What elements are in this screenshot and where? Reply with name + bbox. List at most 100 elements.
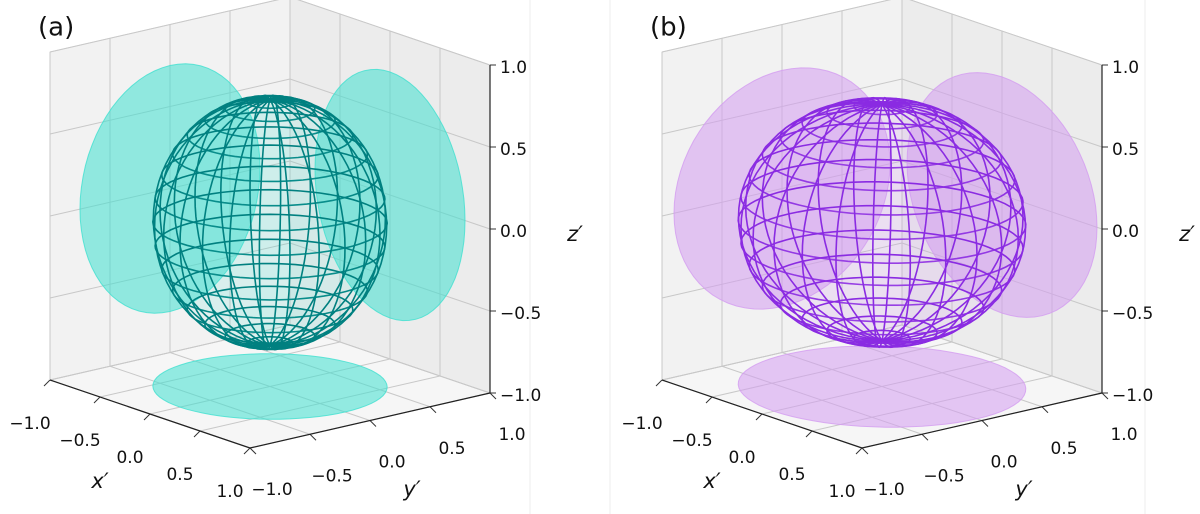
y-axis-label: y′ xyxy=(1014,477,1032,501)
y-tick-label: 0.0 xyxy=(378,453,405,473)
tick-mark xyxy=(805,430,813,438)
y-tick-label: −0.5 xyxy=(311,466,352,486)
y-tick-label: −1.0 xyxy=(863,480,904,500)
x-tick-label: −0.5 xyxy=(59,431,100,451)
wireframe-meridian xyxy=(871,104,883,349)
tick-mark xyxy=(1101,392,1109,400)
wireframe-meridian xyxy=(269,98,321,350)
x-tick-label: 0.5 xyxy=(778,465,805,485)
y-tick-label: −1.0 xyxy=(251,480,292,500)
wireframe-meridian xyxy=(761,101,883,342)
z-axis-label: z′ xyxy=(1178,222,1195,246)
tick-mark xyxy=(921,433,929,441)
z-axis-label: z′ xyxy=(566,222,583,246)
y-tick-label: −0.5 xyxy=(923,466,964,486)
wireframe-meridian xyxy=(162,98,271,348)
x-tick-label: 1.0 xyxy=(828,482,855,502)
wireframe-meridian xyxy=(881,103,1003,344)
wireframe-meridian xyxy=(269,94,282,346)
tick-mark xyxy=(93,396,101,404)
x-tick-label: −1.0 xyxy=(9,414,50,434)
y-tick-label: 1.0 xyxy=(498,425,525,445)
wireframe-meridian xyxy=(881,103,1020,343)
panel-label: (b) xyxy=(650,13,687,43)
grid-line xyxy=(661,0,892,53)
wireframe-meridian xyxy=(269,98,388,347)
y-tick-label: 1.0 xyxy=(1110,425,1137,445)
wireframe-meridian xyxy=(228,98,271,351)
wireframe-meridian xyxy=(201,98,271,350)
wireframe-meridian xyxy=(153,98,271,347)
tick-mark xyxy=(489,392,497,400)
wireframe-meridian xyxy=(881,97,929,342)
tick-mark xyxy=(429,406,437,414)
wireframe-meridian xyxy=(269,97,378,347)
tick-mark xyxy=(655,379,663,387)
x-tick-label: 0.5 xyxy=(166,465,193,485)
z-tick-label: 0.0 xyxy=(1112,222,1139,242)
grid-line xyxy=(49,0,280,53)
wireframe-meridian xyxy=(835,103,883,348)
wireframe-meridian xyxy=(881,96,893,341)
x-axis-label: x′ xyxy=(702,469,720,493)
wireframe-meridian xyxy=(258,99,271,351)
grid-line xyxy=(297,0,491,66)
axis-line xyxy=(49,379,251,449)
z-tick-label: −1.0 xyxy=(1112,386,1153,406)
x-tick-label: 1.0 xyxy=(216,482,243,502)
tick-mark xyxy=(193,430,201,438)
y-tick-label: 0.5 xyxy=(1050,439,1077,459)
tick-mark xyxy=(755,413,763,421)
wireframe-meridian xyxy=(744,102,883,342)
wireframe-meridian xyxy=(881,99,963,342)
tick-mark xyxy=(309,433,317,441)
axis-line xyxy=(861,392,1103,449)
wireframe-meridian xyxy=(159,98,271,347)
tick-mark xyxy=(243,447,251,455)
y-axis-label: y′ xyxy=(402,477,420,501)
projection xyxy=(737,345,1027,428)
z-tick-label: −0.5 xyxy=(500,304,541,324)
z-tick-label: −1.0 xyxy=(500,386,541,406)
wireframe-meridian xyxy=(773,103,883,344)
x-tick-label: −1.0 xyxy=(621,414,662,434)
x-tick-label: 0.0 xyxy=(116,448,143,468)
z-tick-label: 1.0 xyxy=(1112,58,1139,78)
z-tick-label: 1.0 xyxy=(500,58,527,78)
x-tick-label: 0.0 xyxy=(728,448,755,468)
y-tick-label: 0.5 xyxy=(438,439,465,459)
wireframe-meridian xyxy=(269,95,339,347)
tick-mark xyxy=(369,420,377,427)
wireframe-meridian xyxy=(881,103,947,348)
wireframe-meridian xyxy=(269,99,291,351)
tick-mark xyxy=(861,447,869,455)
tick-mark xyxy=(143,413,151,421)
z-tick-label: −0.5 xyxy=(1112,304,1153,324)
wireframe-meridian xyxy=(269,96,361,347)
z-tick-label: 0.0 xyxy=(500,222,527,242)
tick-mark xyxy=(249,447,257,455)
tick-mark xyxy=(855,447,863,455)
grid-line xyxy=(909,0,1103,66)
x-axis-label: x′ xyxy=(90,469,108,493)
wireframe-meridian xyxy=(881,103,912,349)
wireframe-meridian xyxy=(737,103,883,342)
tick-mark xyxy=(981,420,989,427)
projection xyxy=(152,353,388,420)
tick-mark xyxy=(705,396,713,404)
y-tick-label: 0.0 xyxy=(990,453,1017,473)
wireframe-meridian xyxy=(801,103,883,346)
tick-mark xyxy=(1041,406,1049,414)
wireframe-meridian xyxy=(179,98,271,349)
wireframe-meridian xyxy=(269,98,387,347)
wireframe-meridian xyxy=(881,101,991,342)
wireframe-meridian xyxy=(881,103,1027,342)
axis-line xyxy=(661,379,863,449)
z-tick-label: 0.5 xyxy=(1112,140,1139,160)
tick-mark xyxy=(43,379,51,387)
x-tick-label: −0.5 xyxy=(671,431,712,451)
axis-line xyxy=(249,392,491,449)
z-tick-label: 0.5 xyxy=(500,140,527,160)
wireframe-meridian xyxy=(152,98,271,347)
